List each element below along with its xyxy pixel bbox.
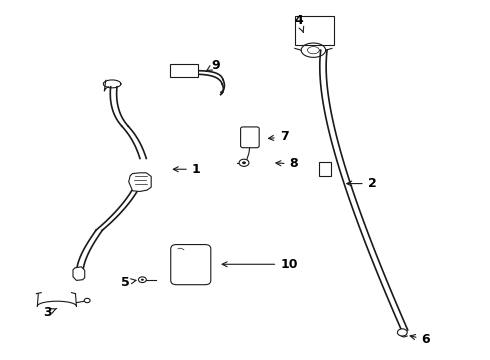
Circle shape [239, 159, 249, 166]
Text: 8: 8 [276, 157, 298, 170]
Circle shape [84, 298, 90, 303]
FancyBboxPatch shape [171, 244, 211, 285]
Text: 6: 6 [410, 333, 430, 346]
Text: 3: 3 [43, 306, 57, 319]
Circle shape [139, 277, 147, 283]
FancyBboxPatch shape [170, 64, 197, 77]
FancyBboxPatch shape [295, 16, 334, 45]
Text: 2: 2 [347, 177, 376, 190]
Polygon shape [129, 173, 151, 192]
Text: 1: 1 [173, 163, 200, 176]
Text: 7: 7 [269, 130, 289, 144]
Circle shape [242, 161, 246, 164]
FancyBboxPatch shape [241, 127, 259, 148]
Text: 5: 5 [121, 276, 136, 289]
Text: 10: 10 [222, 258, 298, 271]
Text: 4: 4 [294, 14, 304, 32]
Circle shape [397, 329, 407, 336]
FancyBboxPatch shape [319, 162, 331, 176]
Circle shape [141, 279, 144, 281]
Polygon shape [73, 267, 85, 280]
Text: 9: 9 [206, 59, 220, 72]
